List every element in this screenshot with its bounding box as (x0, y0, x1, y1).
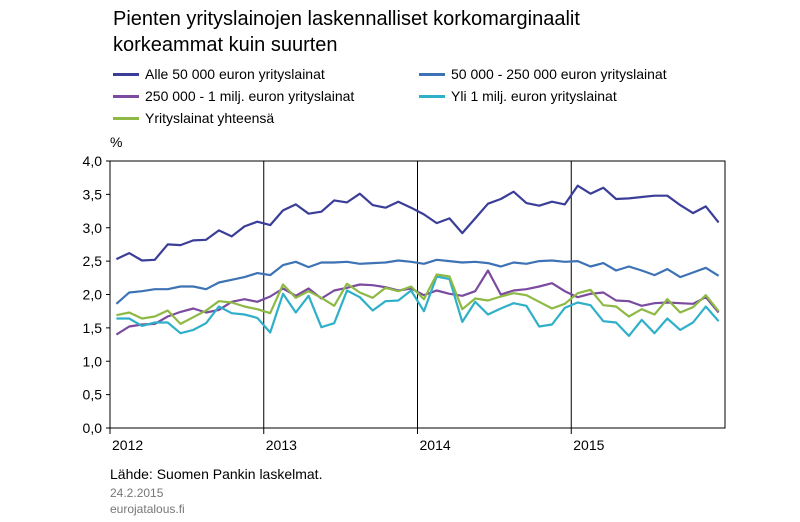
y-axis-unit: % (110, 134, 123, 150)
legend-item-series-1: Alle 50 000 euron yrityslainat (113, 66, 325, 82)
y-tick-label: 2,0 (83, 287, 103, 303)
legend-label: 50 000 - 250 000 euron yrityslainat (451, 66, 667, 82)
series-line-4 (116, 275, 720, 337)
chart-title-line1: Pienten yrityslainojen laskennalliset ko… (113, 8, 580, 30)
y-tick-label: 3,5 (83, 186, 103, 202)
chart-title-line2: korkeammat kuin suurten (113, 34, 338, 56)
legend-item-series-4: Yli 1 milj. euron yrityslainat (419, 88, 617, 104)
legend-item-series-2: 50 000 - 250 000 euron yrityslainat (419, 66, 667, 82)
legend-item-series-5: Yrityslainat yhteensä (113, 110, 274, 126)
chart-title: Pienten yrityslainojen laskennalliset ko… (113, 6, 580, 58)
legend-swatch (419, 72, 445, 76)
legend-item-series-3: 250 000 - 1 milj. euron yrityslainat (113, 88, 354, 104)
series-line-1 (115, 184, 720, 262)
legend-swatch (113, 72, 139, 76)
x-tick-label: 2014 (420, 437, 451, 453)
x-tick-label: 2012 (112, 437, 143, 453)
y-tick-label: 3,0 (83, 220, 103, 236)
y-tick-label: 2,5 (83, 253, 103, 269)
legend-label: Alle 50 000 euron yrityslainat (145, 66, 325, 82)
y-tick-label: 1,5 (83, 320, 103, 336)
legend-swatch (419, 94, 445, 98)
site-name: eurojatalous.fi (110, 502, 185, 516)
legend-label: 250 000 - 1 milj. euron yrityslainat (145, 88, 355, 104)
x-tick-label: 2015 (573, 437, 604, 453)
legend-label: Yrityslainat yhteensä (145, 110, 275, 126)
source-note: Lähde: Suomen Pankin laskelmat. (110, 466, 323, 482)
y-tick-label: 4,0 (83, 153, 103, 169)
series-line-5 (116, 273, 720, 325)
legend-swatch (113, 116, 139, 120)
series-line-2 (115, 258, 720, 305)
legend-swatch (113, 94, 139, 98)
x-tick-label: 2013 (266, 437, 297, 453)
y-tick-label: 0,0 (83, 420, 103, 436)
y-tick-label: 1,0 (83, 353, 103, 369)
legend-label: Yli 1 milj. euron yrityslainat (451, 88, 617, 104)
publish-date: 24.2.2015 (110, 486, 164, 500)
y-tick-label: 0,5 (83, 387, 103, 403)
